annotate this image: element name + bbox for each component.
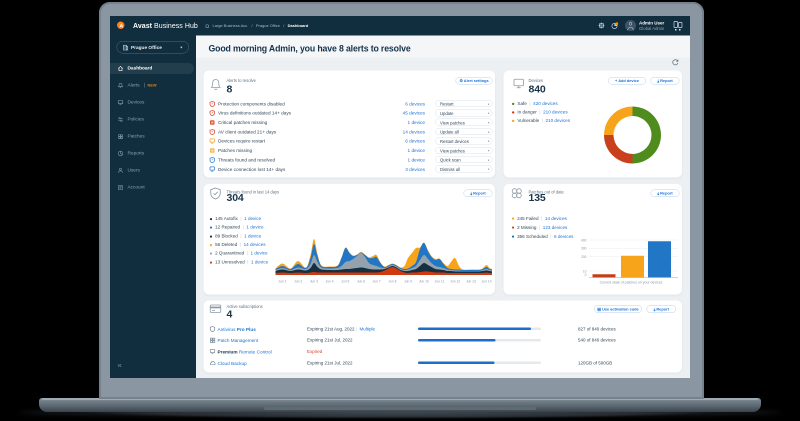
svg-text:10: 10 [583, 269, 587, 273]
svg-text:Current state of patches on yo: Current state of patches on your devices [600, 280, 663, 284]
svg-text:0: 0 [585, 273, 587, 277]
svg-text:300: 300 [581, 247, 587, 251]
svg-text:200: 200 [581, 255, 587, 259]
svg-text:400: 400 [581, 238, 587, 242]
